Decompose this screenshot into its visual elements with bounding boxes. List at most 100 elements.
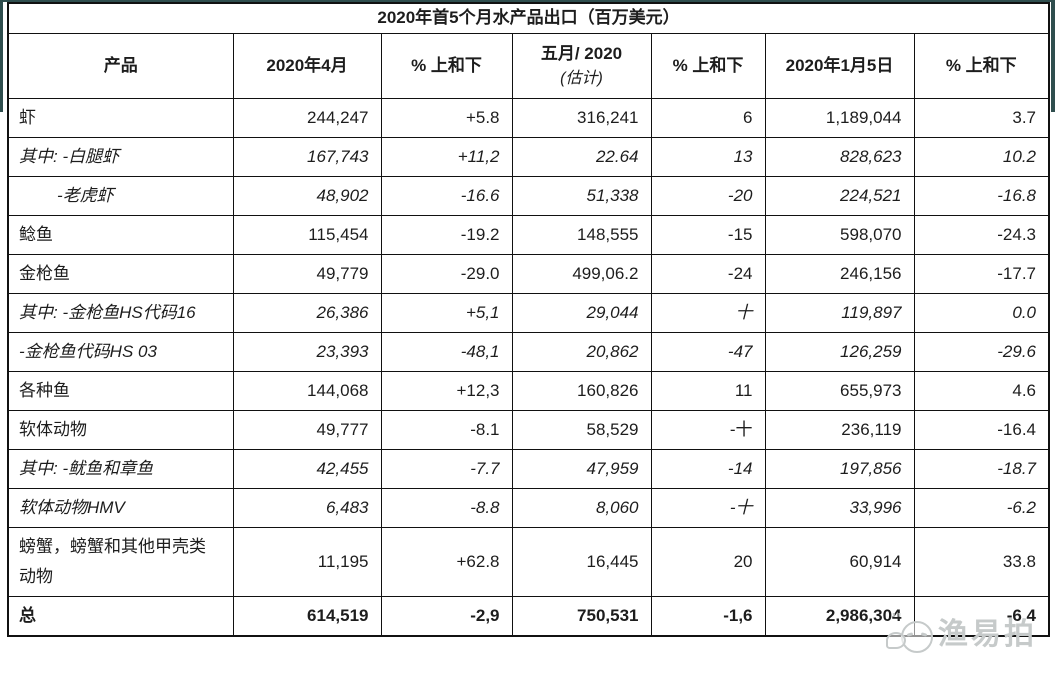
value-cell: 11 <box>650 371 766 411</box>
value-cell: 244,247 <box>232 98 382 138</box>
product-cell: 各种鱼 <box>7 371 234 411</box>
value-cell: 3.7 <box>913 98 1050 138</box>
value-cell: 167,743 <box>232 137 382 177</box>
value-cell: 0.0 <box>913 293 1050 333</box>
table-row: 软体动物 49,777 -8.1 58,529 -十 236,119 -16.4 <box>7 410 1050 450</box>
value-cell: -15 <box>650 215 766 255</box>
value-cell: 224,521 <box>764 176 915 216</box>
table-row: 各种鱼 144,068 +12,3 160,826 11 655,973 4.6 <box>7 371 1050 411</box>
value-cell: 614,519 <box>232 596 382 637</box>
value-cell: 22.64 <box>511 137 652 177</box>
value-cell: -16.4 <box>913 410 1050 450</box>
value-cell: -1,6 <box>650 596 766 637</box>
table-title: 2020年首5个月水产品出口（百万美元） <box>7 2 1050 34</box>
value-cell: 246,156 <box>764 254 915 294</box>
product-cell: 金枪鱼 <box>7 254 234 294</box>
value-cell: 828,623 <box>764 137 915 177</box>
table-row: 其中: -金枪鱼HS代码16 26,386 +5,1 29,044 十 119,… <box>7 293 1050 333</box>
value-cell: 58,529 <box>511 410 652 450</box>
value-cell: -16.6 <box>380 176 513 216</box>
value-cell: 13 <box>650 137 766 177</box>
value-cell: 160,826 <box>511 371 652 411</box>
column-header-may2020-subtitle: (估计) <box>560 70 603 87</box>
value-cell: -十 <box>650 488 766 528</box>
value-cell: 144,068 <box>232 371 382 411</box>
table-row: 其中: -鱿鱼和章鱼 42,455 -7.7 47,959 -14 197,85… <box>7 449 1050 489</box>
value-cell: -20 <box>650 176 766 216</box>
table-title-row: 2020年首5个月水产品出口（百万美元） <box>7 2 1050 34</box>
value-cell: 499,06.2 <box>511 254 652 294</box>
value-cell: -7.7 <box>380 449 513 489</box>
value-cell: +5,1 <box>380 293 513 333</box>
value-cell: 33,996 <box>764 488 915 528</box>
value-cell: -29.0 <box>380 254 513 294</box>
value-cell: 26,386 <box>232 293 382 333</box>
table-row: -金枪鱼代码HS 03 23,393 -48,1 20,862 -47 126,… <box>7 332 1050 372</box>
column-header-may2020: 五月/ 2020 (估计) <box>511 33 652 99</box>
value-cell: 148,555 <box>511 215 652 255</box>
value-cell: 49,777 <box>232 410 382 450</box>
value-cell: 51,338 <box>511 176 652 216</box>
product-cell: 总 <box>7 596 234 637</box>
column-header-jan-may: 2020年1月5日 <box>764 33 915 99</box>
value-cell: 33.8 <box>913 527 1050 597</box>
table-row: 其中: -白腿虾 167,743 +11,2 22.64 13 828,623 … <box>7 137 1050 177</box>
value-cell: -8.1 <box>380 410 513 450</box>
value-cell: 6,483 <box>232 488 382 528</box>
value-cell: 197,856 <box>764 449 915 489</box>
value-cell: 十 <box>650 293 766 333</box>
product-cell: 其中: -白腿虾 <box>7 137 234 177</box>
value-cell: 23,393 <box>232 332 382 372</box>
column-header-apr2020: 2020年4月 <box>232 33 382 99</box>
table-header-row: 产品 2020年4月 % 上和下 五月/ 2020 (估计) % 上和下 202… <box>7 33 1050 99</box>
value-cell: 236,119 <box>764 410 915 450</box>
value-cell: 29,044 <box>511 293 652 333</box>
table-row: 鲶鱼 115,454 -19.2 148,555 -15 598,070 -24… <box>7 215 1050 255</box>
product-cell: 虾 <box>7 98 234 138</box>
value-cell: 60,914 <box>764 527 915 597</box>
value-cell: 42,455 <box>232 449 382 489</box>
value-cell: -29.6 <box>913 332 1050 372</box>
value-cell: 8,060 <box>511 488 652 528</box>
table-row: 虾 244,247 +5.8 316,241 6 1,189,044 3.7 <box>7 98 1050 138</box>
value-cell: 16,445 <box>511 527 652 597</box>
table-body: 虾 244,247 +5.8 316,241 6 1,189,044 3.7 其… <box>7 98 1050 637</box>
value-cell: -十 <box>650 410 766 450</box>
value-cell: -24.3 <box>913 215 1050 255</box>
seafood-export-table: 2020年首5个月水产品出口（百万美元） 产品 2020年4月 % 上和下 五月… <box>7 2 1051 637</box>
value-cell: -17.7 <box>913 254 1050 294</box>
table-row: 金枪鱼 49,779 -29.0 499,06.2 -24 246,156 -1… <box>7 254 1050 294</box>
table-row: 软体动物HMV 6,483 -8.8 8,060 -十 33,996 -6.2 <box>7 488 1050 528</box>
table-row: -老虎虾 48,902 -16.6 51,338 -20 224,521 -16… <box>7 176 1050 216</box>
value-cell: 1,189,044 <box>764 98 915 138</box>
column-header-pct-1: % 上和下 <box>380 33 513 99</box>
value-cell: 655,973 <box>764 371 915 411</box>
column-header-pct-3: % 上和下 <box>913 33 1050 99</box>
value-cell: 119,897 <box>764 293 915 333</box>
page-edge-top <box>0 0 1055 2</box>
value-cell: +12,3 <box>380 371 513 411</box>
product-cell: 软体动物 <box>7 410 234 450</box>
value-cell: -16.8 <box>913 176 1050 216</box>
value-cell: 49,779 <box>232 254 382 294</box>
table-row: 总 614,519 -2,9 750,531 -1,6 2,986,304 -6… <box>7 596 1050 637</box>
product-cell: 其中: -金枪鱼HS代码16 <box>7 293 234 333</box>
value-cell: 598,070 <box>764 215 915 255</box>
value-cell: -14 <box>650 449 766 489</box>
product-cell: 鲶鱼 <box>7 215 234 255</box>
value-cell: 11,195 <box>232 527 382 597</box>
value-cell: 316,241 <box>511 98 652 138</box>
value-cell: 126,259 <box>764 332 915 372</box>
value-cell: 2,986,304 <box>764 596 915 637</box>
column-header-pct-2: % 上和下 <box>650 33 766 99</box>
value-cell: 48,902 <box>232 176 382 216</box>
value-cell: -6.4 <box>913 596 1050 637</box>
value-cell: -8.8 <box>380 488 513 528</box>
table-row: 螃蟹，螃蟹和其他甲壳类动物 11,195 +62.8 16,445 20 60,… <box>7 527 1050 597</box>
value-cell: 4.6 <box>913 371 1050 411</box>
value-cell: 47,959 <box>511 449 652 489</box>
product-cell: 螃蟹，螃蟹和其他甲壳类动物 <box>7 527 234 597</box>
product-cell: -金枪鱼代码HS 03 <box>7 332 234 372</box>
value-cell: 20 <box>650 527 766 597</box>
page-edge-right <box>1051 0 1055 112</box>
